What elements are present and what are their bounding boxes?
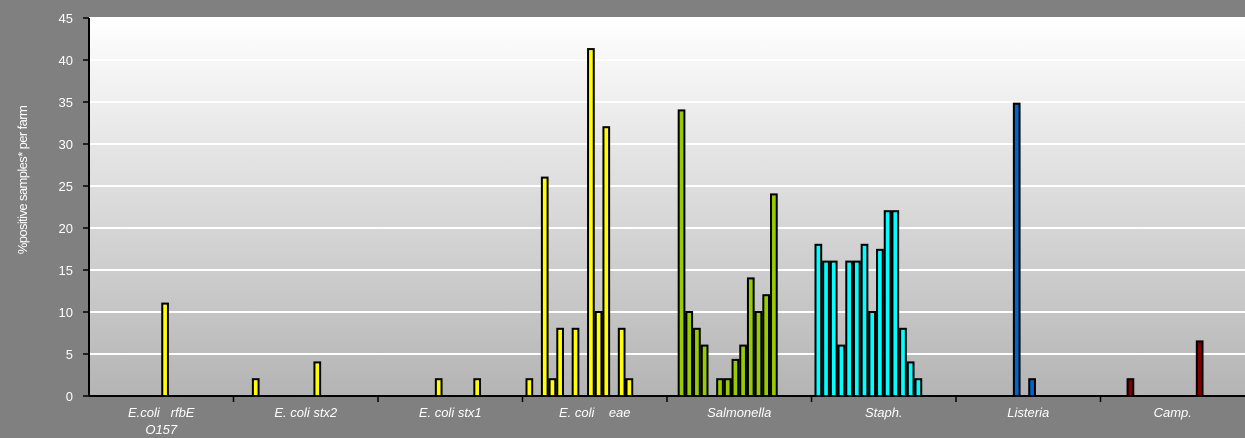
y-tick-label: 20 [59,221,73,236]
bar [754,311,763,397]
bar [617,327,626,397]
bar [899,327,907,397]
bar [845,260,853,397]
category-label: E. coli eae [559,405,631,420]
category-label: Salmonella [707,405,771,420]
bar [1028,378,1036,398]
bar [891,210,900,397]
bar [677,109,686,398]
category-label: E. coli stx1 [419,405,482,420]
bar [313,361,322,397]
bar [473,378,482,398]
category-label: O157 [145,422,178,437]
bar [548,378,557,398]
category-labels: E.coli rfbE O157 E. coli stx2 E. coli stx1 E… [128,405,1192,437]
bar [837,344,846,398]
bar [770,193,778,397]
bar [829,260,838,397]
bar [571,327,580,397]
bar [434,378,443,398]
bar [251,378,260,398]
y-tick-label: 25 [59,179,73,194]
bar [602,126,611,397]
bar [876,248,884,397]
axes [83,17,1245,402]
bar [723,378,732,398]
y-tick-labels: 0 5 10 15 20 25 30 35 40 45 [59,11,73,404]
bar [762,294,771,398]
y-tick-label: 5 [66,347,73,362]
category-label: Camp. [1154,405,1192,420]
y-tick-label: 0 [66,389,73,404]
y-tick-label: 15 [59,263,73,278]
bar [914,378,923,398]
bar [906,361,915,397]
bar [731,358,740,398]
y-tick-label: 40 [59,53,73,68]
category-label: Staph. [865,405,903,420]
bar [1012,102,1021,398]
y-tick-label: 35 [59,95,73,110]
bar [852,260,861,397]
bar [716,378,724,398]
bar [883,210,892,397]
bar [556,327,564,397]
category-label: Listeria [1007,405,1049,420]
plot-area [89,18,1245,396]
y-axis-title: %positive samples* per farm [15,106,30,255]
gridlines [89,17,1245,355]
bar [739,344,747,398]
bar [822,260,830,397]
bar [746,277,755,397]
bar [540,176,549,397]
y-tick-label: 10 [59,305,73,320]
category-label: E.coli rfbE [128,405,195,420]
bar [625,378,634,398]
category-label: E. coli stx2 [274,405,338,420]
bar [860,243,869,397]
bar [525,378,534,398]
bar [814,243,823,397]
bar [1126,378,1135,398]
bar [693,327,701,397]
y-tick-label: 30 [59,137,73,152]
bar [868,311,877,397]
y-tick-label: 45 [59,11,73,26]
bar [161,302,169,398]
bar [594,311,603,397]
bar [1195,340,1204,397]
bar [685,311,694,397]
bar [700,344,709,398]
bar [587,48,595,398]
